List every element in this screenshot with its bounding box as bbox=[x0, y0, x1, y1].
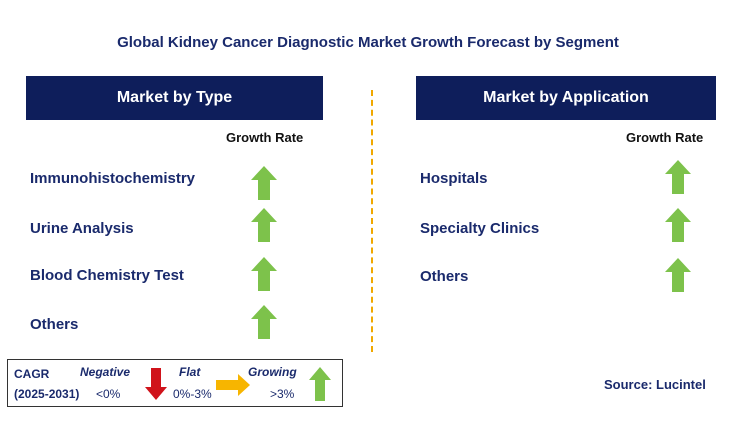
legend-period: (2025-2031) bbox=[14, 387, 80, 401]
up-arrow-icon bbox=[309, 367, 331, 401]
down-arrow-icon bbox=[145, 368, 167, 400]
legend-cagr-label: CAGR bbox=[14, 367, 50, 381]
type-item-label: Urine Analysis bbox=[30, 220, 134, 237]
application-item-label: Specialty Clinics bbox=[420, 220, 540, 237]
type-item-label: Immunohistochemistry bbox=[30, 170, 196, 187]
application-item-label: Hospitals bbox=[420, 170, 488, 187]
page-title: Global Kidney Cancer Diagnostic Market G… bbox=[117, 34, 619, 51]
up-arrow-icon bbox=[665, 258, 691, 292]
panel-divider bbox=[371, 90, 373, 352]
up-arrow-icon bbox=[251, 208, 277, 242]
source-note: Source: Lucintel bbox=[604, 377, 706, 392]
application-item-label: Others bbox=[420, 268, 469, 285]
up-arrow-icon bbox=[251, 305, 277, 339]
type-item-label: Blood Chemistry Test bbox=[30, 267, 184, 284]
up-arrow-icon bbox=[665, 160, 691, 194]
up-arrow-icon bbox=[251, 257, 277, 291]
cagr-legend: CAGR (2025-2031) Negative <0% Flat 0%-3%… bbox=[7, 359, 343, 407]
legend-flat-label: Flat bbox=[179, 365, 201, 379]
application-panel-header: Market by Application bbox=[416, 76, 716, 120]
legend-growing-label: Growing bbox=[248, 365, 297, 379]
up-arrow-icon bbox=[251, 166, 277, 200]
up-arrow-icon bbox=[665, 208, 691, 242]
type-panel-header: Market by Type bbox=[26, 76, 323, 120]
legend-growing-range: >3% bbox=[270, 387, 295, 401]
application-growth-rate-label: Growth Rate bbox=[626, 130, 704, 145]
legend-negative-range: <0% bbox=[96, 387, 121, 401]
type-growth-rate-label: Growth Rate bbox=[226, 130, 304, 145]
legend-flat-range: 0%-3% bbox=[173, 387, 212, 401]
legend-negative-label: Negative bbox=[80, 365, 131, 379]
type-item-label: Others bbox=[30, 316, 79, 333]
right-arrow-icon bbox=[216, 374, 250, 396]
